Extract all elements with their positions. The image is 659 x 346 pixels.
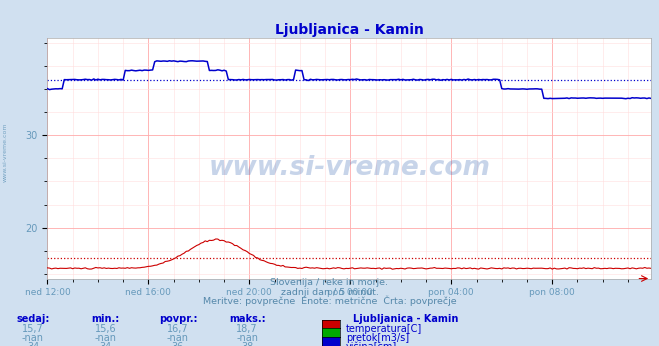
Text: 18,7: 18,7 (237, 324, 258, 334)
Text: višina[cm]: višina[cm] (346, 342, 397, 346)
Text: maks.:: maks.: (229, 314, 266, 324)
Text: min.:: min.: (92, 314, 119, 324)
Text: zadnji dan / 5 minut.: zadnji dan / 5 minut. (281, 288, 378, 297)
Text: sedaj:: sedaj: (16, 314, 49, 324)
Text: -nan: -nan (167, 333, 189, 343)
Title: Ljubljanica - Kamin: Ljubljanica - Kamin (275, 23, 424, 37)
Text: 15,7: 15,7 (22, 324, 44, 334)
Text: 38: 38 (241, 342, 253, 346)
Text: 34: 34 (27, 342, 39, 346)
Text: Ljubljanica - Kamin: Ljubljanica - Kamin (353, 314, 458, 324)
Text: povpr.:: povpr.: (159, 314, 197, 324)
Text: 16,7: 16,7 (167, 324, 188, 334)
Text: www.si-vreme.com: www.si-vreme.com (208, 155, 490, 181)
Text: pretok[m3/s]: pretok[m3/s] (346, 333, 409, 343)
Text: 34: 34 (100, 342, 111, 346)
Text: Meritve: povprečne  Enote: metrične  Črta: povprečje: Meritve: povprečne Enote: metrične Črta:… (203, 295, 456, 306)
Text: -nan: -nan (94, 333, 117, 343)
Text: -nan: -nan (22, 333, 44, 343)
Text: temperatura[C]: temperatura[C] (346, 324, 422, 334)
Text: 36: 36 (172, 342, 184, 346)
Text: -nan: -nan (236, 333, 258, 343)
Text: 15,6: 15,6 (95, 324, 116, 334)
Text: www.si-vreme.com: www.si-vreme.com (3, 122, 8, 182)
Text: Slovenija / reke in morje.: Slovenija / reke in morje. (270, 279, 389, 288)
